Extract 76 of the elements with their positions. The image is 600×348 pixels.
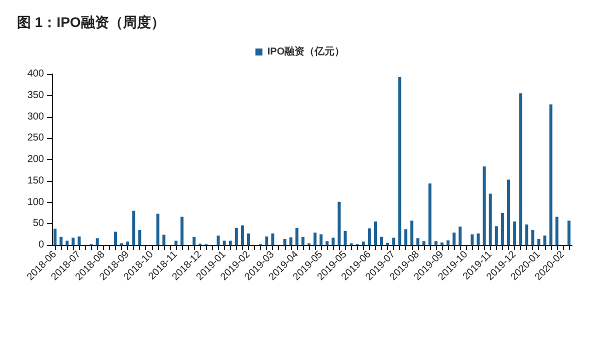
y-tick-label: 150 bbox=[27, 175, 44, 186]
bar bbox=[434, 241, 438, 245]
bar bbox=[54, 228, 57, 245]
y-tick-label: 50 bbox=[32, 218, 44, 230]
bar bbox=[470, 234, 474, 245]
bar bbox=[422, 241, 426, 245]
bar bbox=[222, 240, 226, 245]
bar bbox=[458, 226, 462, 245]
bar bbox=[338, 202, 341, 245]
bar bbox=[531, 230, 534, 245]
chart-title: 图 1：IPO融资（周度） bbox=[17, 14, 165, 30]
bar bbox=[234, 228, 238, 245]
bar bbox=[525, 224, 528, 245]
bar bbox=[174, 240, 178, 245]
bar bbox=[332, 238, 335, 245]
y-tick-label: 350 bbox=[27, 90, 44, 101]
bar bbox=[410, 220, 414, 245]
bar bbox=[132, 210, 136, 245]
bar bbox=[555, 216, 558, 245]
bar bbox=[78, 236, 81, 245]
bar bbox=[180, 216, 184, 245]
bar bbox=[380, 236, 384, 245]
bar bbox=[228, 240, 232, 245]
y-tick-label: 300 bbox=[27, 111, 44, 122]
bar bbox=[392, 238, 396, 245]
y-tick-label: 100 bbox=[27, 196, 44, 208]
bar bbox=[162, 234, 166, 245]
bar bbox=[156, 214, 160, 245]
bar bbox=[192, 236, 196, 245]
bar bbox=[320, 234, 323, 245]
bar bbox=[440, 242, 444, 245]
y-tick-label: 0 bbox=[38, 240, 44, 250]
bar bbox=[374, 221, 377, 245]
bar bbox=[416, 238, 420, 245]
bar bbox=[494, 226, 498, 245]
bar bbox=[138, 230, 142, 245]
y-tick-label: 200 bbox=[27, 154, 44, 165]
bar bbox=[96, 238, 99, 245]
bar bbox=[537, 239, 540, 245]
y-tick-label: 250 bbox=[27, 132, 44, 144]
bar bbox=[446, 240, 450, 245]
legend-label: IPO融资（亿元） bbox=[267, 46, 345, 58]
bar bbox=[482, 166, 486, 245]
bar bbox=[265, 236, 268, 245]
bar bbox=[507, 180, 510, 245]
bar bbox=[289, 237, 292, 245]
bar bbox=[452, 232, 456, 245]
bar bbox=[326, 241, 329, 245]
bar bbox=[428, 183, 432, 245]
bar bbox=[543, 236, 546, 245]
bar bbox=[567, 220, 570, 245]
bar bbox=[404, 229, 408, 245]
bar bbox=[114, 232, 117, 245]
bar bbox=[283, 239, 286, 245]
bar bbox=[519, 93, 522, 245]
bar bbox=[271, 233, 274, 245]
bar bbox=[66, 240, 69, 245]
bar bbox=[216, 236, 220, 245]
bar bbox=[368, 228, 371, 245]
bar bbox=[295, 228, 298, 245]
bar bbox=[60, 236, 63, 245]
bar bbox=[247, 233, 250, 245]
bar bbox=[240, 225, 244, 245]
bar bbox=[488, 194, 492, 245]
bar bbox=[72, 238, 75, 245]
bar bbox=[344, 230, 347, 245]
bar bbox=[500, 212, 504, 245]
bar bbox=[513, 221, 516, 245]
bar bbox=[301, 236, 304, 245]
bar bbox=[126, 242, 130, 245]
bar bbox=[398, 76, 402, 245]
bar bbox=[362, 242, 365, 245]
bar bbox=[549, 104, 552, 245]
bar bbox=[314, 232, 317, 245]
y-tick-label: 400 bbox=[27, 68, 44, 80]
bar bbox=[476, 233, 480, 245]
